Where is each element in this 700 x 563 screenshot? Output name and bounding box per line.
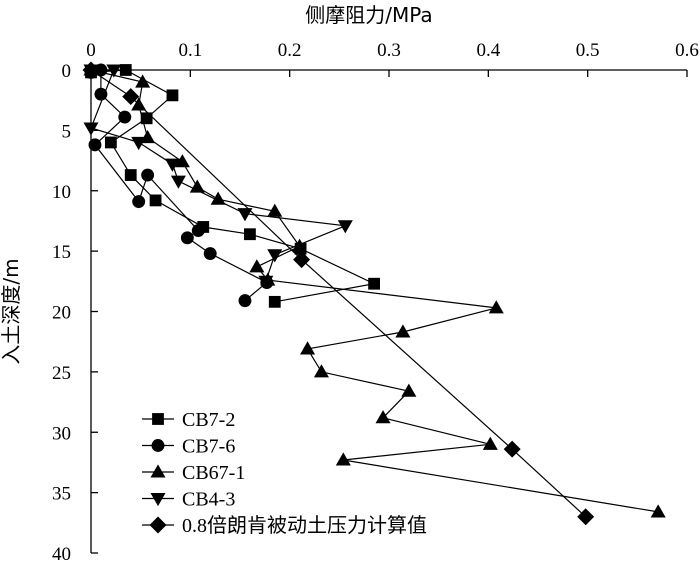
y-tick-label: 15 xyxy=(52,242,71,263)
data-point xyxy=(83,122,99,136)
data-point xyxy=(135,74,151,88)
data-point xyxy=(395,324,411,338)
data-point xyxy=(368,277,381,290)
data-point xyxy=(94,87,108,101)
data-point xyxy=(132,195,146,209)
data-point xyxy=(124,169,137,181)
y-tick-label: 5 xyxy=(62,121,72,142)
axes: 0 0.1 0.2 0.3 0.4 0.5 0.6 0 5 10 15 20 25 30 35 40 xyxy=(52,40,699,563)
legend-marker xyxy=(150,492,166,507)
data-point xyxy=(119,64,132,76)
series-layer xyxy=(82,61,666,526)
x-tick-label: 0.2 xyxy=(278,40,302,61)
data-point xyxy=(82,61,100,79)
data-point xyxy=(104,136,117,149)
data-point xyxy=(335,452,351,466)
data-point xyxy=(170,175,186,189)
legend-label: CB4-3 xyxy=(182,489,235,511)
data-point xyxy=(140,112,153,125)
data-point xyxy=(258,275,274,289)
series-line xyxy=(90,69,348,282)
data-point xyxy=(503,440,521,458)
data-point xyxy=(191,224,205,238)
data-point xyxy=(249,259,265,273)
x-tick-label: 0.4 xyxy=(476,40,500,61)
data-point xyxy=(482,436,498,450)
x-ticks: 0 0.1 0.2 0.3 0.4 0.5 0.6 xyxy=(86,40,699,77)
data-point xyxy=(244,228,256,241)
data-point xyxy=(237,208,253,222)
data-point xyxy=(174,154,190,168)
data-point xyxy=(131,136,147,151)
x-tick-label: 0.1 xyxy=(178,40,202,61)
data-point xyxy=(650,504,666,518)
data-point xyxy=(267,203,283,217)
legend-marker xyxy=(152,413,164,425)
data-point xyxy=(166,89,179,102)
data-point xyxy=(88,138,102,152)
legend-marker xyxy=(150,464,166,478)
x-tick-label: 0.3 xyxy=(377,40,401,61)
y-tick-label: 0 xyxy=(62,61,72,82)
y-tick-label: 30 xyxy=(52,423,71,444)
y-tick-label: 25 xyxy=(52,363,71,384)
data-point xyxy=(267,249,283,263)
y-tick-label: 40 xyxy=(52,544,71,563)
y-axis-title: 入土深度/m xyxy=(0,258,23,364)
legend: CB7-2 CB7-6 CB67-1 CB4-3 0.8倍朗肯被动土压力计算值 xyxy=(142,409,427,537)
legend-label: CB67-1 xyxy=(182,462,245,484)
x-axis-title: 侧摩阻力/MPa xyxy=(305,3,432,27)
data-point xyxy=(577,508,595,526)
data-point xyxy=(293,251,311,269)
series-4 xyxy=(82,61,595,526)
legend-marker xyxy=(149,516,167,534)
data-point xyxy=(122,88,140,106)
data-point xyxy=(300,341,316,355)
series-line xyxy=(90,69,377,303)
data-point xyxy=(118,110,132,124)
legend-marker xyxy=(151,439,165,452)
data-point xyxy=(141,168,155,182)
y-tick-label: 10 xyxy=(52,182,71,203)
x-tick-label: 0.6 xyxy=(675,40,699,61)
y-ticks: 0 5 10 15 20 25 30 35 40 xyxy=(52,61,98,563)
data-point xyxy=(313,364,329,378)
series-2 xyxy=(83,62,666,518)
data-point xyxy=(203,247,217,260)
data-point xyxy=(268,295,281,308)
data-point xyxy=(149,194,162,207)
data-point xyxy=(106,64,122,78)
legend-label: 0.8倍朗肯被动土压力计算值 xyxy=(182,514,427,537)
data-point xyxy=(180,231,194,245)
data-point xyxy=(337,220,353,234)
data-point xyxy=(164,158,180,172)
y-tick-label: 20 xyxy=(52,303,71,324)
legend-label: CB7-6 xyxy=(182,436,235,458)
data-point xyxy=(488,300,504,314)
data-point xyxy=(375,410,391,424)
data-point xyxy=(401,383,417,397)
x-tick-label: 0 xyxy=(86,40,96,61)
x-tick-label: 0.5 xyxy=(576,40,600,61)
legend-label: CB7-2 xyxy=(182,409,235,431)
y-tick-label: 35 xyxy=(52,484,71,505)
data-point xyxy=(238,294,252,308)
series-line xyxy=(90,69,659,513)
series-3 xyxy=(83,64,353,289)
